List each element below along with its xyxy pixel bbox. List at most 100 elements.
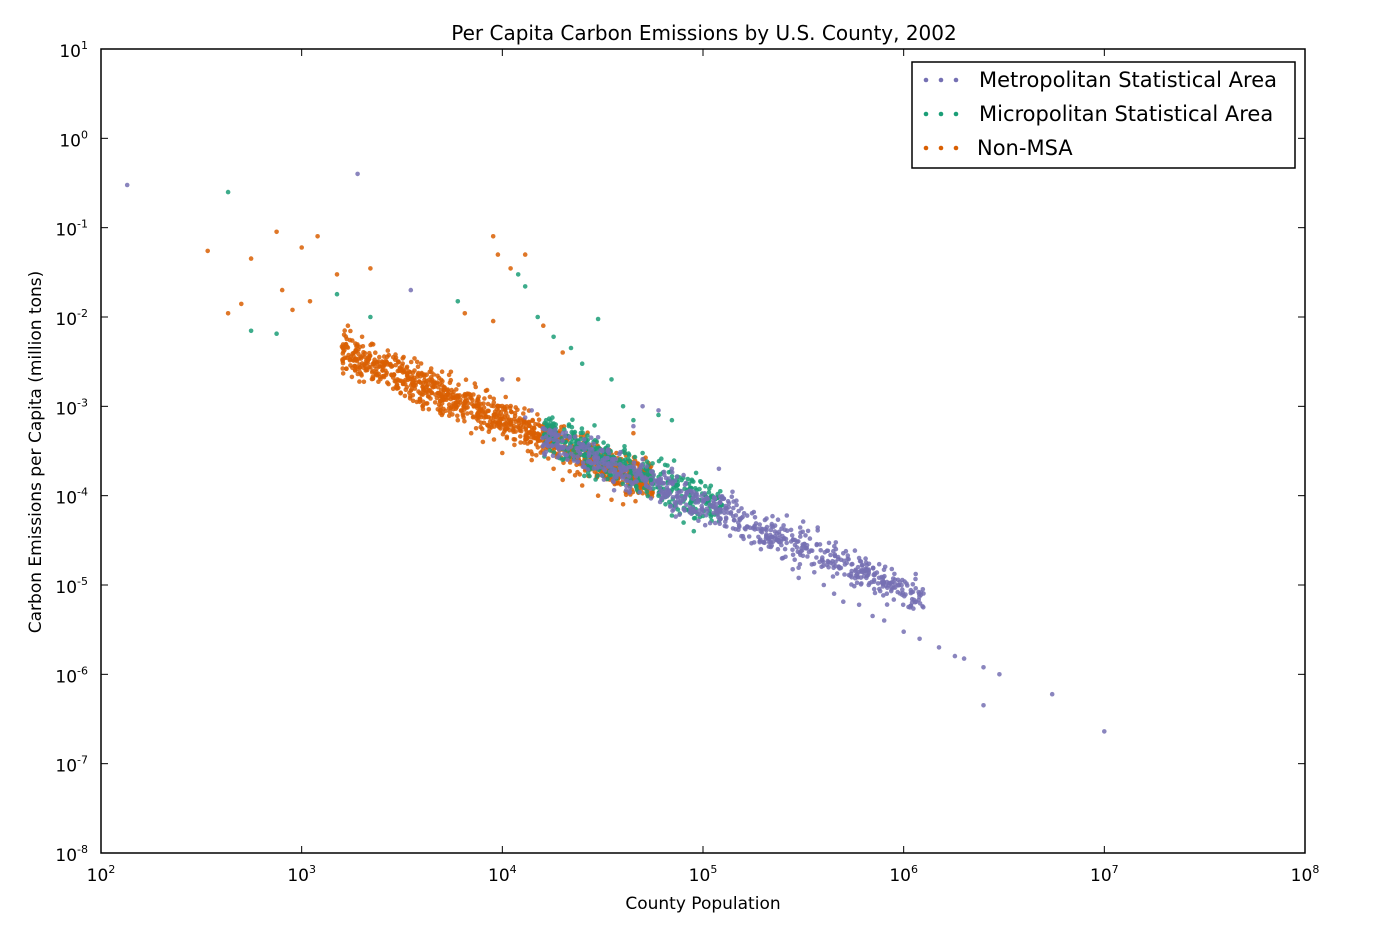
point-metropolitan-statistical-area [875, 581, 881, 586]
point-metropolitan-statistical-area [562, 434, 568, 439]
point-metropolitan-statistical-area [617, 462, 623, 467]
point-non-msa [446, 372, 452, 378]
point-micropolitan-statistical-area [582, 473, 587, 479]
point-metropolitan-statistical-area [897, 580, 902, 585]
point-metropolitan-statistical-area [602, 461, 607, 467]
point-non-msa [464, 398, 470, 403]
point-non-msa [616, 480, 621, 486]
x-axis-label: County Population [625, 894, 780, 914]
point-non-msa [456, 402, 461, 408]
x-tick-label: 102 [87, 863, 116, 886]
point-metropolitan-statistical-area [794, 539, 800, 544]
point-non-msa [384, 360, 390, 365]
point-metropolitan-statistical-area [610, 478, 616, 484]
point-metropolitan-statistical-area [585, 467, 591, 472]
point-micropolitan-statistical-area [698, 479, 703, 484]
point-metropolitan-statistical-area [723, 505, 729, 511]
x-tick-label: 105 [689, 863, 718, 886]
point-metropolitan-statistical-area [659, 496, 664, 502]
point-micropolitan-statistical-area [620, 404, 626, 409]
point-non-msa [396, 359, 401, 365]
point-non-msa [567, 460, 573, 465]
point-metropolitan-statistical-area [690, 496, 696, 502]
point-non-msa [450, 406, 456, 412]
point-micropolitan-statistical-area [691, 528, 697, 534]
point-metropolitan-statistical-area [621, 464, 626, 470]
point-micropolitan-statistical-area [658, 471, 663, 477]
point-non-msa [398, 367, 404, 372]
point-non-msa [485, 408, 491, 414]
point-metropolitan-statistical-area [777, 539, 782, 545]
point-metropolitan-statistical-area [540, 435, 545, 441]
point-metropolitan-statistical-area [884, 591, 890, 596]
point-metropolitan-statistical-area [789, 533, 795, 538]
point-metropolitan-statistical-area [634, 479, 639, 484]
point-non-msa [345, 323, 351, 329]
point-non-msa [389, 364, 394, 369]
point-metropolitan-statistical-area [734, 502, 739, 508]
point-metropolitan-statistical-area [670, 495, 676, 500]
point-metropolitan-statistical-area [757, 538, 762, 544]
point-non-msa [344, 366, 349, 372]
point-non-msa [360, 353, 365, 358]
point-non-msa [572, 473, 578, 478]
point-metropolitan-statistical-area [904, 581, 909, 586]
point-micropolitan-statistical-area [675, 507, 681, 512]
point-metropolitan-statistical-area [806, 549, 812, 555]
point-micropolitan-statistical-area [609, 377, 614, 382]
point-non-msa [481, 405, 487, 411]
point-metropolitan-statistical-area [876, 561, 882, 567]
point-non-msa [535, 445, 541, 450]
point-non-msa [497, 420, 503, 425]
point-metropolitan-statistical-area [699, 506, 705, 512]
point-non-msa [350, 338, 355, 343]
point-micropolitan-statistical-area [585, 471, 591, 476]
point-non-msa [472, 381, 478, 386]
point-non-msa [403, 387, 409, 393]
point-non-msa [239, 301, 244, 307]
point-metropolitan-statistical-area [961, 656, 967, 661]
point-non-msa [524, 434, 529, 439]
point-metropolitan-statistical-area [683, 493, 688, 499]
point-non-msa [567, 469, 572, 474]
point-non-msa [334, 272, 340, 277]
point-non-msa [412, 356, 417, 361]
point-micropolitan-statistical-area [368, 314, 373, 320]
point-micropolitan-statistical-area [685, 476, 691, 482]
point-non-msa [426, 394, 432, 399]
point-non-msa [579, 483, 585, 488]
point-micropolitan-statistical-area [551, 334, 556, 340]
point-metropolitan-statistical-area [556, 447, 562, 452]
point-non-msa [515, 377, 521, 382]
point-metropolitan-statistical-area [637, 466, 643, 472]
point-non-msa [378, 376, 383, 382]
point-metropolitan-statistical-area [591, 441, 596, 447]
point-non-msa [394, 382, 400, 388]
point-metropolitan-statistical-area [881, 618, 887, 623]
point-non-msa [379, 361, 384, 367]
point-non-msa [518, 434, 523, 439]
point-non-msa [376, 371, 382, 377]
point-non-msa [400, 356, 406, 361]
point-metropolitan-statistical-area [652, 478, 658, 483]
point-micropolitan-statistical-area [644, 459, 650, 464]
point-metropolitan-statistical-area [731, 499, 736, 504]
point-metropolitan-statistical-area [611, 457, 616, 463]
point-metropolitan-statistical-area [853, 568, 858, 574]
point-non-msa [380, 368, 385, 373]
point-non-msa [344, 344, 350, 350]
point-non-msa [341, 332, 347, 338]
point-metropolitan-statistical-area [849, 568, 854, 574]
point-metropolitan-statistical-area [872, 590, 878, 596]
point-non-msa [536, 417, 542, 423]
point-metropolitan-statistical-area [595, 456, 600, 462]
point-non-msa [349, 374, 355, 380]
point-metropolitan-statistical-area [648, 469, 654, 475]
point-non-msa [455, 413, 460, 419]
point-metropolitan-statistical-area [852, 583, 857, 589]
point-metropolitan-statistical-area [792, 557, 797, 562]
point-non-msa [534, 453, 539, 458]
point-non-msa [481, 420, 487, 426]
point-non-msa [468, 430, 474, 436]
point-metropolitan-statistical-area [889, 566, 895, 572]
